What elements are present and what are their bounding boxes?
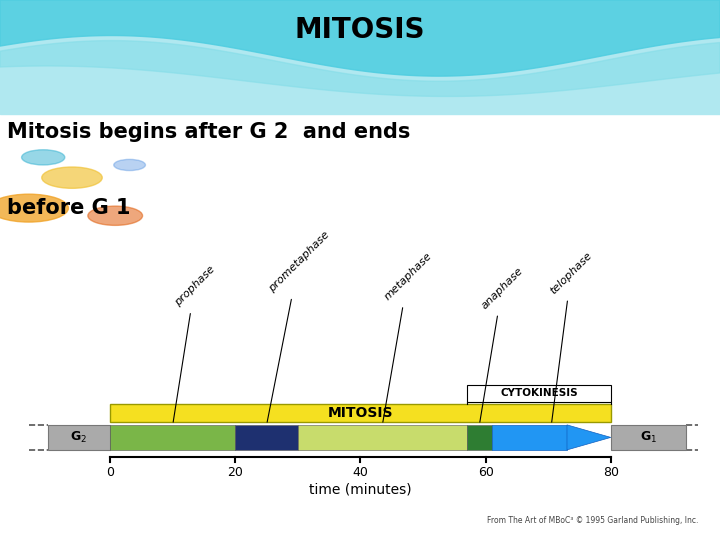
Circle shape bbox=[114, 159, 145, 171]
Bar bbox=[611, 425, 686, 450]
Text: anaphase: anaphase bbox=[480, 265, 525, 422]
Text: G$_1$: G$_1$ bbox=[640, 430, 657, 445]
Text: before G 1: before G 1 bbox=[7, 198, 131, 218]
Bar bbox=[110, 404, 611, 422]
Text: CYTOKINESIS: CYTOKINESIS bbox=[500, 388, 577, 398]
Circle shape bbox=[42, 167, 102, 188]
Bar bbox=[298, 425, 467, 450]
Text: MITOSIS: MITOSIS bbox=[294, 16, 426, 44]
Circle shape bbox=[76, 141, 112, 153]
Circle shape bbox=[88, 206, 143, 225]
Text: telophase: telophase bbox=[548, 249, 594, 422]
Circle shape bbox=[22, 150, 65, 165]
Text: metaphase: metaphase bbox=[382, 251, 433, 422]
Text: Mitosis begins after G 2  and ends: Mitosis begins after G 2 and ends bbox=[7, 122, 410, 142]
Text: 80: 80 bbox=[603, 466, 618, 479]
Bar bbox=[110, 425, 235, 450]
Text: time (minutes): time (minutes) bbox=[309, 482, 412, 496]
Bar bbox=[0, 0, 720, 114]
Text: MITOSIS: MITOSIS bbox=[328, 406, 393, 420]
Circle shape bbox=[50, 221, 94, 236]
Text: prometaphase: prometaphase bbox=[266, 230, 331, 422]
Text: prophase: prophase bbox=[173, 264, 217, 422]
Text: 60: 60 bbox=[477, 466, 494, 479]
Circle shape bbox=[0, 194, 68, 222]
Text: From The Art of MBoC³ © 1995 Garland Publishing, Inc.: From The Art of MBoC³ © 1995 Garland Pub… bbox=[487, 516, 698, 525]
Polygon shape bbox=[567, 425, 611, 450]
Bar bbox=[467, 385, 611, 402]
Text: 40: 40 bbox=[353, 466, 369, 479]
Bar bbox=[48, 425, 110, 450]
Bar bbox=[467, 425, 492, 450]
Text: G$_2$: G$_2$ bbox=[71, 430, 87, 445]
Bar bbox=[235, 425, 298, 450]
Text: 20: 20 bbox=[228, 466, 243, 479]
Circle shape bbox=[7, 132, 36, 142]
Bar bbox=[492, 425, 567, 450]
Text: 0: 0 bbox=[106, 466, 114, 479]
